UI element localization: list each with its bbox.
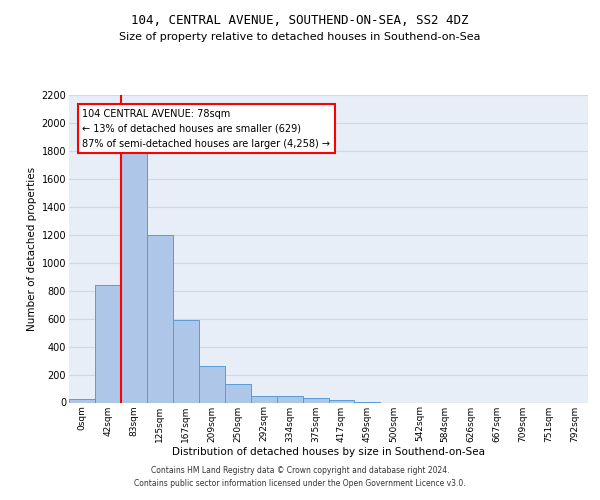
Bar	[302, 398, 329, 402]
Text: 104, CENTRAL AVENUE, SOUTHEND-ON-SEA, SS2 4DZ: 104, CENTRAL AVENUE, SOUTHEND-ON-SEA, SS…	[131, 14, 469, 27]
Bar	[251, 396, 277, 402]
Bar	[95, 285, 121, 403]
Text: Size of property relative to detached houses in Southend-on-Sea: Size of property relative to detached ho…	[119, 32, 481, 42]
Bar	[121, 151, 147, 403]
Bar	[69, 399, 95, 402]
Bar	[329, 400, 355, 402]
Bar	[173, 320, 199, 402]
Y-axis label: Number of detached properties: Number of detached properties	[28, 166, 37, 331]
Bar	[277, 396, 302, 402]
Bar	[147, 235, 173, 402]
X-axis label: Distribution of detached houses by size in Southend-on-Sea: Distribution of detached houses by size …	[172, 447, 485, 457]
Bar	[199, 366, 224, 403]
Text: Contains HM Land Registry data © Crown copyright and database right 2024.
Contai: Contains HM Land Registry data © Crown c…	[134, 466, 466, 487]
Bar	[225, 384, 251, 402]
Text: 104 CENTRAL AVENUE: 78sqm
← 13% of detached houses are smaller (629)
87% of semi: 104 CENTRAL AVENUE: 78sqm ← 13% of detac…	[82, 109, 331, 148]
